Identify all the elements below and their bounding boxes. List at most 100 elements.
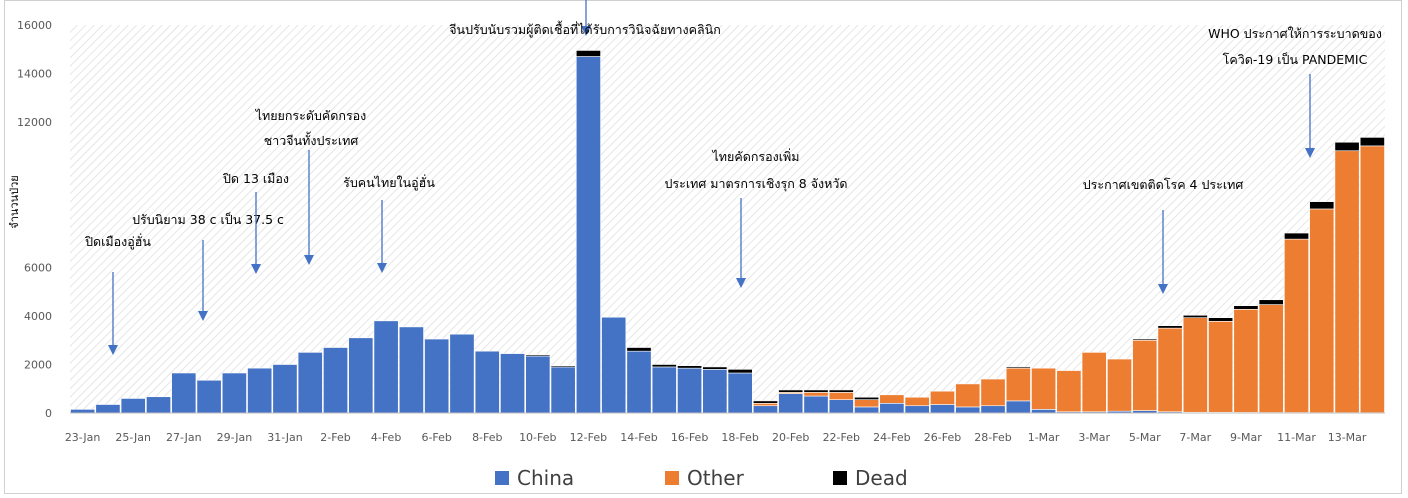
bar-china-21-Feb <box>803 395 829 414</box>
x-tick-label: 31-Jan <box>267 431 303 444</box>
x-tick-label: 23-Jan <box>65 431 101 444</box>
bar-china-16-Feb <box>677 367 703 414</box>
bar-other-8-Mar <box>1208 321 1234 413</box>
annotation-text: ประเทศ มาตรการเชิงรุก 8 จังหวัด <box>664 176 847 192</box>
bar-dead-29-Feb <box>1005 366 1031 369</box>
y-tick-labels: 0 2000 4000 6000 12000 14000 16000 <box>17 19 52 420</box>
bar-dead-11-Mar <box>1284 232 1309 240</box>
annotation-text: จีนปรับนับรวมผู้ติดเชื้อที่ได้รับการวินิ… <box>449 20 721 38</box>
bar-china-2-Feb <box>323 347 348 414</box>
bar-china-31-Jan <box>272 364 298 414</box>
bar-dead-15-Feb <box>651 364 677 368</box>
bar-dead-14-Mar <box>1359 137 1385 147</box>
bar-dead-20-Feb <box>778 389 804 393</box>
bar-china-28-Jan <box>196 379 222 414</box>
bar-china-14-Feb <box>626 350 652 414</box>
bar-other-4-Mar <box>1107 358 1132 412</box>
x-tick-label: 13-Mar <box>1328 431 1367 444</box>
bar-china-15-Feb <box>651 366 677 414</box>
x-tick-label: 6-Feb <box>421 431 451 444</box>
bar-china-28-Feb <box>980 405 1006 414</box>
bar-china-29-Feb <box>1005 400 1031 414</box>
x-tick-label: 4-Feb <box>371 431 401 444</box>
bar-china-1-Mar <box>1031 409 1057 414</box>
y-tick-label: 6000 <box>24 262 52 275</box>
x-tick-label: 26-Feb <box>924 431 961 444</box>
x-tick-label: 9-Mar <box>1230 431 1262 444</box>
bar-other-9-Mar <box>1233 309 1259 413</box>
legend-swatch-china <box>495 471 509 485</box>
bar-dead-10-Mar <box>1258 299 1284 305</box>
bar-other-26-Feb <box>930 390 955 405</box>
y-tick-label: 12000 <box>17 116 52 129</box>
bar-china-7-Feb <box>449 333 475 414</box>
bar-other-29-Feb <box>1005 367 1031 402</box>
x-tick-label: 7-Mar <box>1179 431 1211 444</box>
bar-dead-16-Feb <box>677 365 703 369</box>
bar-other-12-Mar <box>1309 208 1335 413</box>
bar-china-26-Jan <box>146 396 171 414</box>
bar-china-17-Feb <box>702 369 728 414</box>
legend-swatch-dead <box>833 471 847 485</box>
bar-dead-5-Mar <box>1132 338 1158 341</box>
bar-china-9-Feb <box>500 353 525 414</box>
bar-other-14-Mar <box>1359 145 1385 413</box>
bar-dead-22-Feb <box>828 389 854 393</box>
x-tick-label: 28-Feb <box>974 431 1011 444</box>
bar-other-3-Mar <box>1081 352 1107 413</box>
bar-china-25-Feb <box>904 405 930 414</box>
x-tick-label: 14-Feb <box>620 431 657 444</box>
bar-dead-21-Feb <box>803 389 829 393</box>
bar-china-23-Feb <box>854 406 880 414</box>
x-tick-label: 10-Feb <box>519 431 556 444</box>
bar-dead-6-Mar <box>1157 325 1183 329</box>
legend-swatch-other <box>665 471 679 485</box>
y-tick-label: 14000 <box>17 68 52 81</box>
bar-other-7-Mar <box>1182 317 1208 413</box>
bar-other-2-Mar <box>1056 370 1082 413</box>
bar-dead-10-Feb <box>525 354 551 357</box>
bar-other-22-Feb <box>828 392 854 400</box>
annotation-text: ประกาศเขตติดโรค 4 ประเทศ <box>1083 177 1244 192</box>
y-tick-label: 4000 <box>24 310 52 323</box>
x-tick-label: 25-Jan <box>115 431 151 444</box>
bar-china-4-Feb <box>373 320 399 414</box>
bar-china-25-Jan <box>120 398 146 414</box>
bar-china-26-Feb <box>930 404 955 414</box>
bar-china-23-Jan <box>70 409 96 414</box>
bars-group <box>70 50 1385 414</box>
annotation-text: ปิด 13 เมือง <box>223 171 289 186</box>
bar-china-24-Feb <box>879 402 905 414</box>
bar-dead-11-Feb <box>550 365 576 368</box>
bar-other-5-Mar <box>1132 339 1158 411</box>
annotation-text: โควิด-19 เป็น PANDEMIC <box>1223 52 1368 67</box>
bar-china-29-Jan <box>221 372 247 414</box>
annotation-text: ปรับนิยาม 38 c เป็น 37.5 c <box>132 212 284 227</box>
bar-china-30-Jan <box>247 367 273 414</box>
legend-label-china: China <box>517 466 574 490</box>
bar-china-13-Feb <box>601 316 627 414</box>
annotations-group: ปิดเมืองอู่ฮั่น ปรับนิยาม 38 c เป็น 37.5 … <box>85 0 1382 355</box>
bar-china-20-Feb <box>778 393 804 414</box>
x-tick-label: 3-Mar <box>1078 431 1110 444</box>
x-tick-label: 22-Feb <box>823 431 860 444</box>
bar-dead-7-Mar <box>1182 314 1208 318</box>
bar-other-19-Feb <box>752 402 778 407</box>
bar-dead-9-Mar <box>1233 305 1259 310</box>
bar-china-27-Jan <box>171 372 197 414</box>
annotation-text: WHO ประกาศให้การระบาดของ <box>1208 26 1382 41</box>
bar-china-18-Feb <box>727 372 753 414</box>
bar-china-5-Feb <box>398 326 424 414</box>
x-tick-label: 27-Jan <box>166 431 202 444</box>
bar-china-3-Feb <box>348 337 374 414</box>
x-tick-label: 20-Feb <box>772 431 809 444</box>
bar-other-27-Feb <box>955 383 981 408</box>
bar-other-11-Mar <box>1284 238 1309 413</box>
annotation-text: ปิดเมืองอู่ฮั่น <box>85 233 152 250</box>
bar-china-11-Feb <box>550 366 576 414</box>
bar-other-21-Feb <box>803 392 829 397</box>
x-tick-label: 16-Feb <box>671 431 708 444</box>
annotation-text: ไทยคัดกรองเพิ่ม <box>712 148 800 164</box>
y-axis-label: จำนวนป่วย <box>8 175 21 228</box>
bar-other-28-Feb <box>980 378 1006 407</box>
